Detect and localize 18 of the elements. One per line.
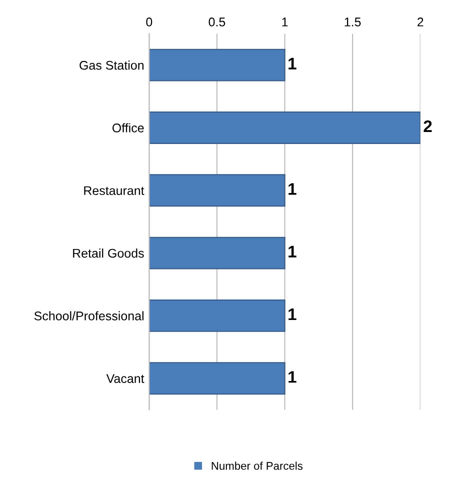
data-label: 2: [424, 120, 432, 132]
y-tick-label: Office: [112, 123, 144, 132]
x-tick-label: 2: [418, 18, 424, 26]
y-tick-label: Retail Goods: [73, 248, 144, 258]
x-tick-label: 1.5: [344, 18, 361, 26]
data-label: 1: [288, 183, 296, 195]
data-label: 1: [288, 246, 296, 258]
data-label: 1: [288, 308, 296, 320]
x-tick-label: 0.5: [208, 18, 226, 26]
data-label: 1: [288, 58, 296, 70]
y-tick-label: Gas Station: [80, 60, 144, 70]
y-tick-label: Vacant: [106, 374, 144, 384]
x-tick-label: 0: [146, 18, 152, 26]
x-tick-label: 1: [282, 18, 288, 26]
y-tick-label: Restaurant: [84, 186, 144, 196]
legend-label: Number of Parcels: [212, 462, 303, 470]
data-label: 1: [288, 371, 296, 383]
y-tick-label: School/Professional: [34, 311, 144, 320]
